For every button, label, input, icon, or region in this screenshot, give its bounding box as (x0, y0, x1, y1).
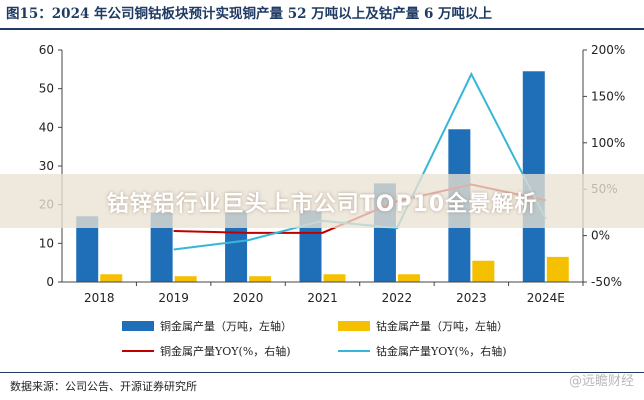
copper-bar (225, 210, 248, 282)
left-tick-label: 50 (39, 82, 54, 96)
x-tick-label: 2020 (233, 291, 264, 305)
cobalt-bar (323, 274, 346, 282)
legend-label: 钴金属产量YOY(%，右轴) (376, 344, 507, 358)
legend-label: 钴金属产量（万吨，左轴） (376, 319, 508, 333)
x-tick-label: 2021 (307, 291, 338, 305)
left-tick-label: 40 (39, 120, 54, 134)
left-tick-label: 10 (39, 236, 54, 250)
legend-swatch (338, 321, 370, 331)
legend-label: 铜金属产量（万吨，左轴） (160, 319, 292, 333)
left-tick-label: 60 (39, 43, 54, 57)
left-tick-label: 30 (39, 159, 54, 173)
chart-title: 图15：2024 年公司铜钴板块预计实现铜产量 52 万吨以上及钴产量 6 万吨… (6, 6, 493, 22)
data-source: 数据来源：公司公告、开源证券研究所 (10, 380, 197, 393)
chart: 0102030405060-50%0%50%100%150%200%201820… (39, 43, 626, 358)
copper-bar (76, 216, 99, 282)
x-tick-label: 2023 (456, 291, 487, 305)
bars-group (76, 71, 569, 283)
legend: 铜金属产量（万吨，左轴） 钴金属产量（万吨，左轴） 铜金属产量YOY(%，右轴) 钴金… (122, 319, 508, 358)
right-tick-label: -50% (591, 275, 622, 289)
cobalt-bar (546, 256, 569, 282)
overlay-banner (0, 174, 644, 228)
watermark: @远瞻财经 (568, 374, 634, 389)
x-tick-label: 2024E (527, 291, 565, 305)
x-tick-label: 2022 (382, 291, 413, 305)
cobalt-bar (174, 276, 197, 282)
legend-label: 铜金属产量YOY(%，右轴) (160, 344, 291, 358)
cobalt-bar (249, 276, 272, 282)
title-rule (0, 28, 644, 30)
copper-bar (299, 210, 322, 282)
banner-text: 钴锌铝行业巨头上市公司TOP10全景解析 (106, 192, 538, 217)
right-tick-label: 200% (591, 43, 625, 57)
legend-swatch (122, 321, 154, 331)
x-tick-label: 2018 (84, 291, 115, 305)
right-tick-label: 100% (591, 136, 625, 150)
right-tick-label: 150% (591, 89, 625, 103)
cobalt-bar (100, 274, 123, 282)
right-tick-label: 0% (591, 229, 610, 243)
cobalt-bar (397, 274, 420, 282)
cobalt-bar (472, 260, 495, 282)
left-tick-label: 0 (46, 275, 54, 289)
copper-bar (150, 212, 173, 282)
x-tick-label: 2019 (158, 291, 189, 305)
source-rule (0, 372, 644, 373)
